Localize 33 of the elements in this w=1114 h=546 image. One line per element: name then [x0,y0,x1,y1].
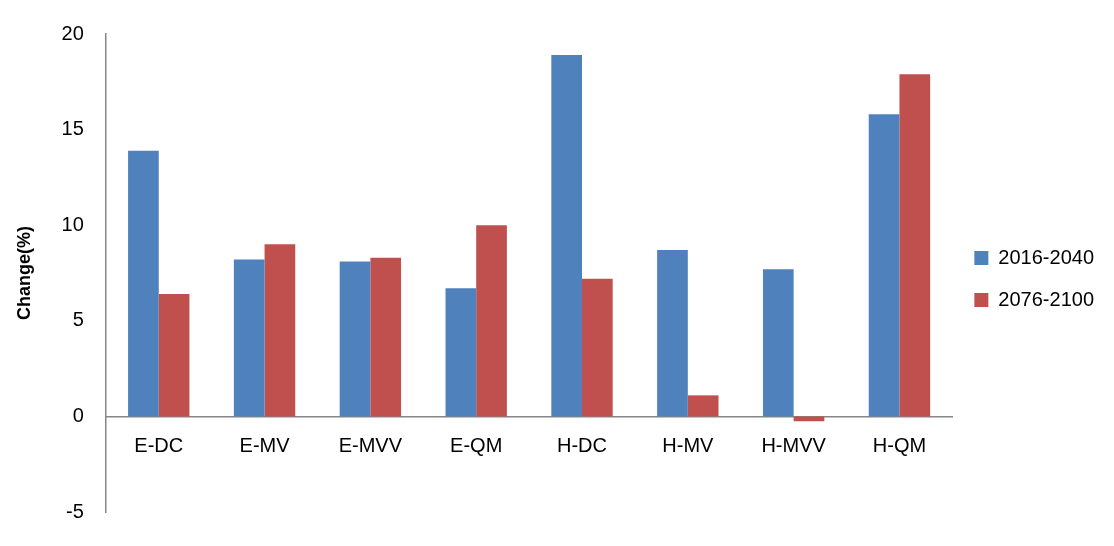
x-tick-label: E-QM [450,433,503,456]
bar [687,395,719,417]
bar [476,225,507,417]
y-tick-label: 5 [72,308,84,331]
y-tick-label: -5 [66,499,84,522]
x-tick-label: H-MV [662,433,715,456]
bar [264,244,296,417]
bar [868,114,900,417]
x-tick-label: E-DC [134,433,184,456]
bar [445,288,477,417]
bar [339,261,371,417]
legend-label: 2076-2100 [998,287,1095,310]
bar [370,257,402,417]
x-tick-label: H-QM [872,433,927,456]
bar [551,55,583,417]
x-tick-label: H-MVV [761,433,827,456]
bar [233,259,265,417]
y-axis-title: Change(%) [13,226,34,320]
y-tick-label: 0 [72,403,84,426]
y-tick-label: 20 [61,21,84,44]
bar [582,278,613,417]
bar [762,269,794,417]
bar [793,416,825,422]
y-tick-label: 10 [61,212,84,235]
legend-label: 2016-2040 [998,245,1095,268]
bar [128,150,159,417]
x-tick-label: E-MVV [338,433,403,456]
bar [657,250,688,417]
bar [158,294,190,417]
bar [899,74,931,417]
x-tick-label: E-MV [239,433,291,456]
y-tick-label: 15 [61,117,84,140]
x-tick-label: H-DC [557,433,608,456]
